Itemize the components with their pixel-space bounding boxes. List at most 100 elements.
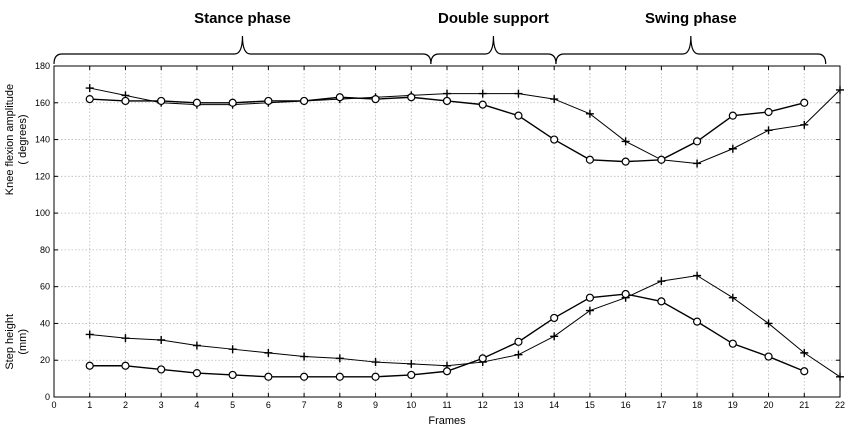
data-point-circle — [800, 367, 809, 376]
x-axis-label: Frames — [428, 415, 466, 427]
data-point-plus — [192, 341, 201, 350]
phase-bracket — [430, 35, 557, 65]
data-point-circle — [728, 111, 737, 120]
series-line — [89, 87, 841, 164]
data-point-plus — [478, 89, 487, 98]
data-point-plus — [443, 89, 451, 98]
data-series — [85, 84, 844, 381]
data-point-plus — [85, 84, 94, 93]
x-tick-label: 17 — [656, 400, 666, 410]
data-point-circle — [585, 155, 595, 164]
data-point-plus — [514, 89, 523, 98]
data-point-circle — [692, 317, 702, 326]
data-point-circle — [692, 137, 702, 146]
series-knee-plus — [85, 84, 844, 168]
data-point-plus — [300, 352, 309, 361]
data-point-circle — [764, 352, 773, 361]
data-point-plus — [514, 350, 523, 359]
data-point-plus — [585, 306, 594, 315]
phase-bracket — [555, 35, 827, 65]
series-knee-circle — [85, 93, 809, 166]
data-point-circle — [192, 368, 202, 378]
data-point-plus — [407, 359, 416, 368]
data-point-circle — [335, 372, 344, 381]
data-point-circle — [442, 96, 452, 106]
data-point-circle — [585, 293, 595, 302]
data-point-plus — [585, 109, 594, 118]
y-tick-label: 140 — [35, 135, 50, 145]
data-point-plus — [264, 348, 273, 357]
x-tick-label: 13 — [513, 400, 523, 410]
x-tick-label: 21 — [799, 400, 809, 410]
data-point-circle — [228, 370, 237, 380]
y-axis-label-upper-unit: ( degrees) — [17, 114, 29, 164]
x-tick-label: 0 — [51, 400, 56, 410]
data-point-plus — [800, 120, 809, 129]
x-tick-label: 22 — [835, 400, 845, 410]
data-point-plus — [550, 332, 559, 341]
data-point-circle — [657, 155, 666, 164]
data-point-circle — [514, 337, 523, 346]
y-axis-label-lower: Step height — [4, 314, 16, 370]
data-point-circle — [121, 96, 130, 106]
data-point-plus — [335, 354, 344, 363]
data-point-plus — [85, 330, 94, 339]
data-point-plus — [621, 137, 630, 146]
data-point-circle — [371, 94, 380, 104]
data-point-circle — [299, 96, 309, 106]
data-point-plus — [836, 372, 844, 381]
y-tick-label: 120 — [35, 171, 50, 181]
data-point-plus — [764, 319, 773, 328]
data-point-plus — [693, 159, 702, 168]
y-tick-label: 40 — [40, 318, 50, 328]
y-axis-label-lower-unit: (mm) — [17, 329, 29, 355]
y-tick-label: 160 — [35, 98, 50, 108]
data-point-circle — [407, 93, 416, 102]
data-point-circle — [299, 372, 309, 381]
data-point-plus — [121, 334, 130, 343]
data-point-circle — [228, 98, 237, 107]
y-tick-label: 100 — [35, 208, 50, 218]
x-tick-label: 12 — [478, 400, 488, 410]
data-point-circle — [264, 96, 273, 106]
x-tick-label: 19 — [728, 400, 738, 410]
data-point-plus — [836, 85, 844, 94]
data-point-circle — [85, 94, 94, 104]
data-point-circle — [728, 339, 737, 348]
data-point-circle — [371, 372, 380, 381]
x-tick-label: 9 — [373, 400, 378, 410]
y-tick-label: 20 — [40, 355, 50, 365]
x-tick-label: 16 — [621, 400, 631, 410]
y-tick-label: 180 — [35, 61, 50, 71]
data-point-circle — [157, 365, 166, 374]
data-point-circle — [514, 111, 523, 120]
phase-label: Double support — [438, 10, 549, 27]
y-tick-label: 60 — [40, 282, 50, 292]
y-axis-label-upper: Knee flexion amplitude — [4, 84, 16, 195]
x-tick-label: 5 — [230, 400, 235, 410]
data-point-plus — [550, 95, 559, 104]
data-point-plus — [657, 277, 666, 286]
x-tick-label: 4 — [194, 400, 199, 410]
data-point-plus — [371, 358, 380, 367]
series-step-circle — [85, 289, 809, 381]
data-point-plus — [693, 271, 702, 280]
x-tick-label: 8 — [337, 400, 342, 410]
x-tick-label: 18 — [692, 400, 702, 410]
data-point-circle — [192, 98, 202, 107]
x-tick-label: 1 — [87, 400, 92, 410]
data-point-circle — [550, 313, 559, 323]
x-tick-label: 3 — [159, 400, 164, 410]
x-tick-label: 7 — [302, 400, 307, 410]
x-tick-label: 2 — [123, 400, 128, 410]
data-point-plus — [728, 144, 737, 153]
data-point-circle — [621, 157, 630, 166]
y-tick-label: 80 — [40, 245, 50, 255]
x-tick-label: 10 — [406, 400, 416, 410]
data-point-circle — [550, 135, 559, 144]
x-tick-label: 11 — [442, 400, 451, 410]
x-tick-label: 20 — [764, 400, 774, 410]
x-tick-label: 6 — [266, 400, 271, 410]
phase-brackets: Stance phase Double support Swing phase — [53, 10, 827, 65]
